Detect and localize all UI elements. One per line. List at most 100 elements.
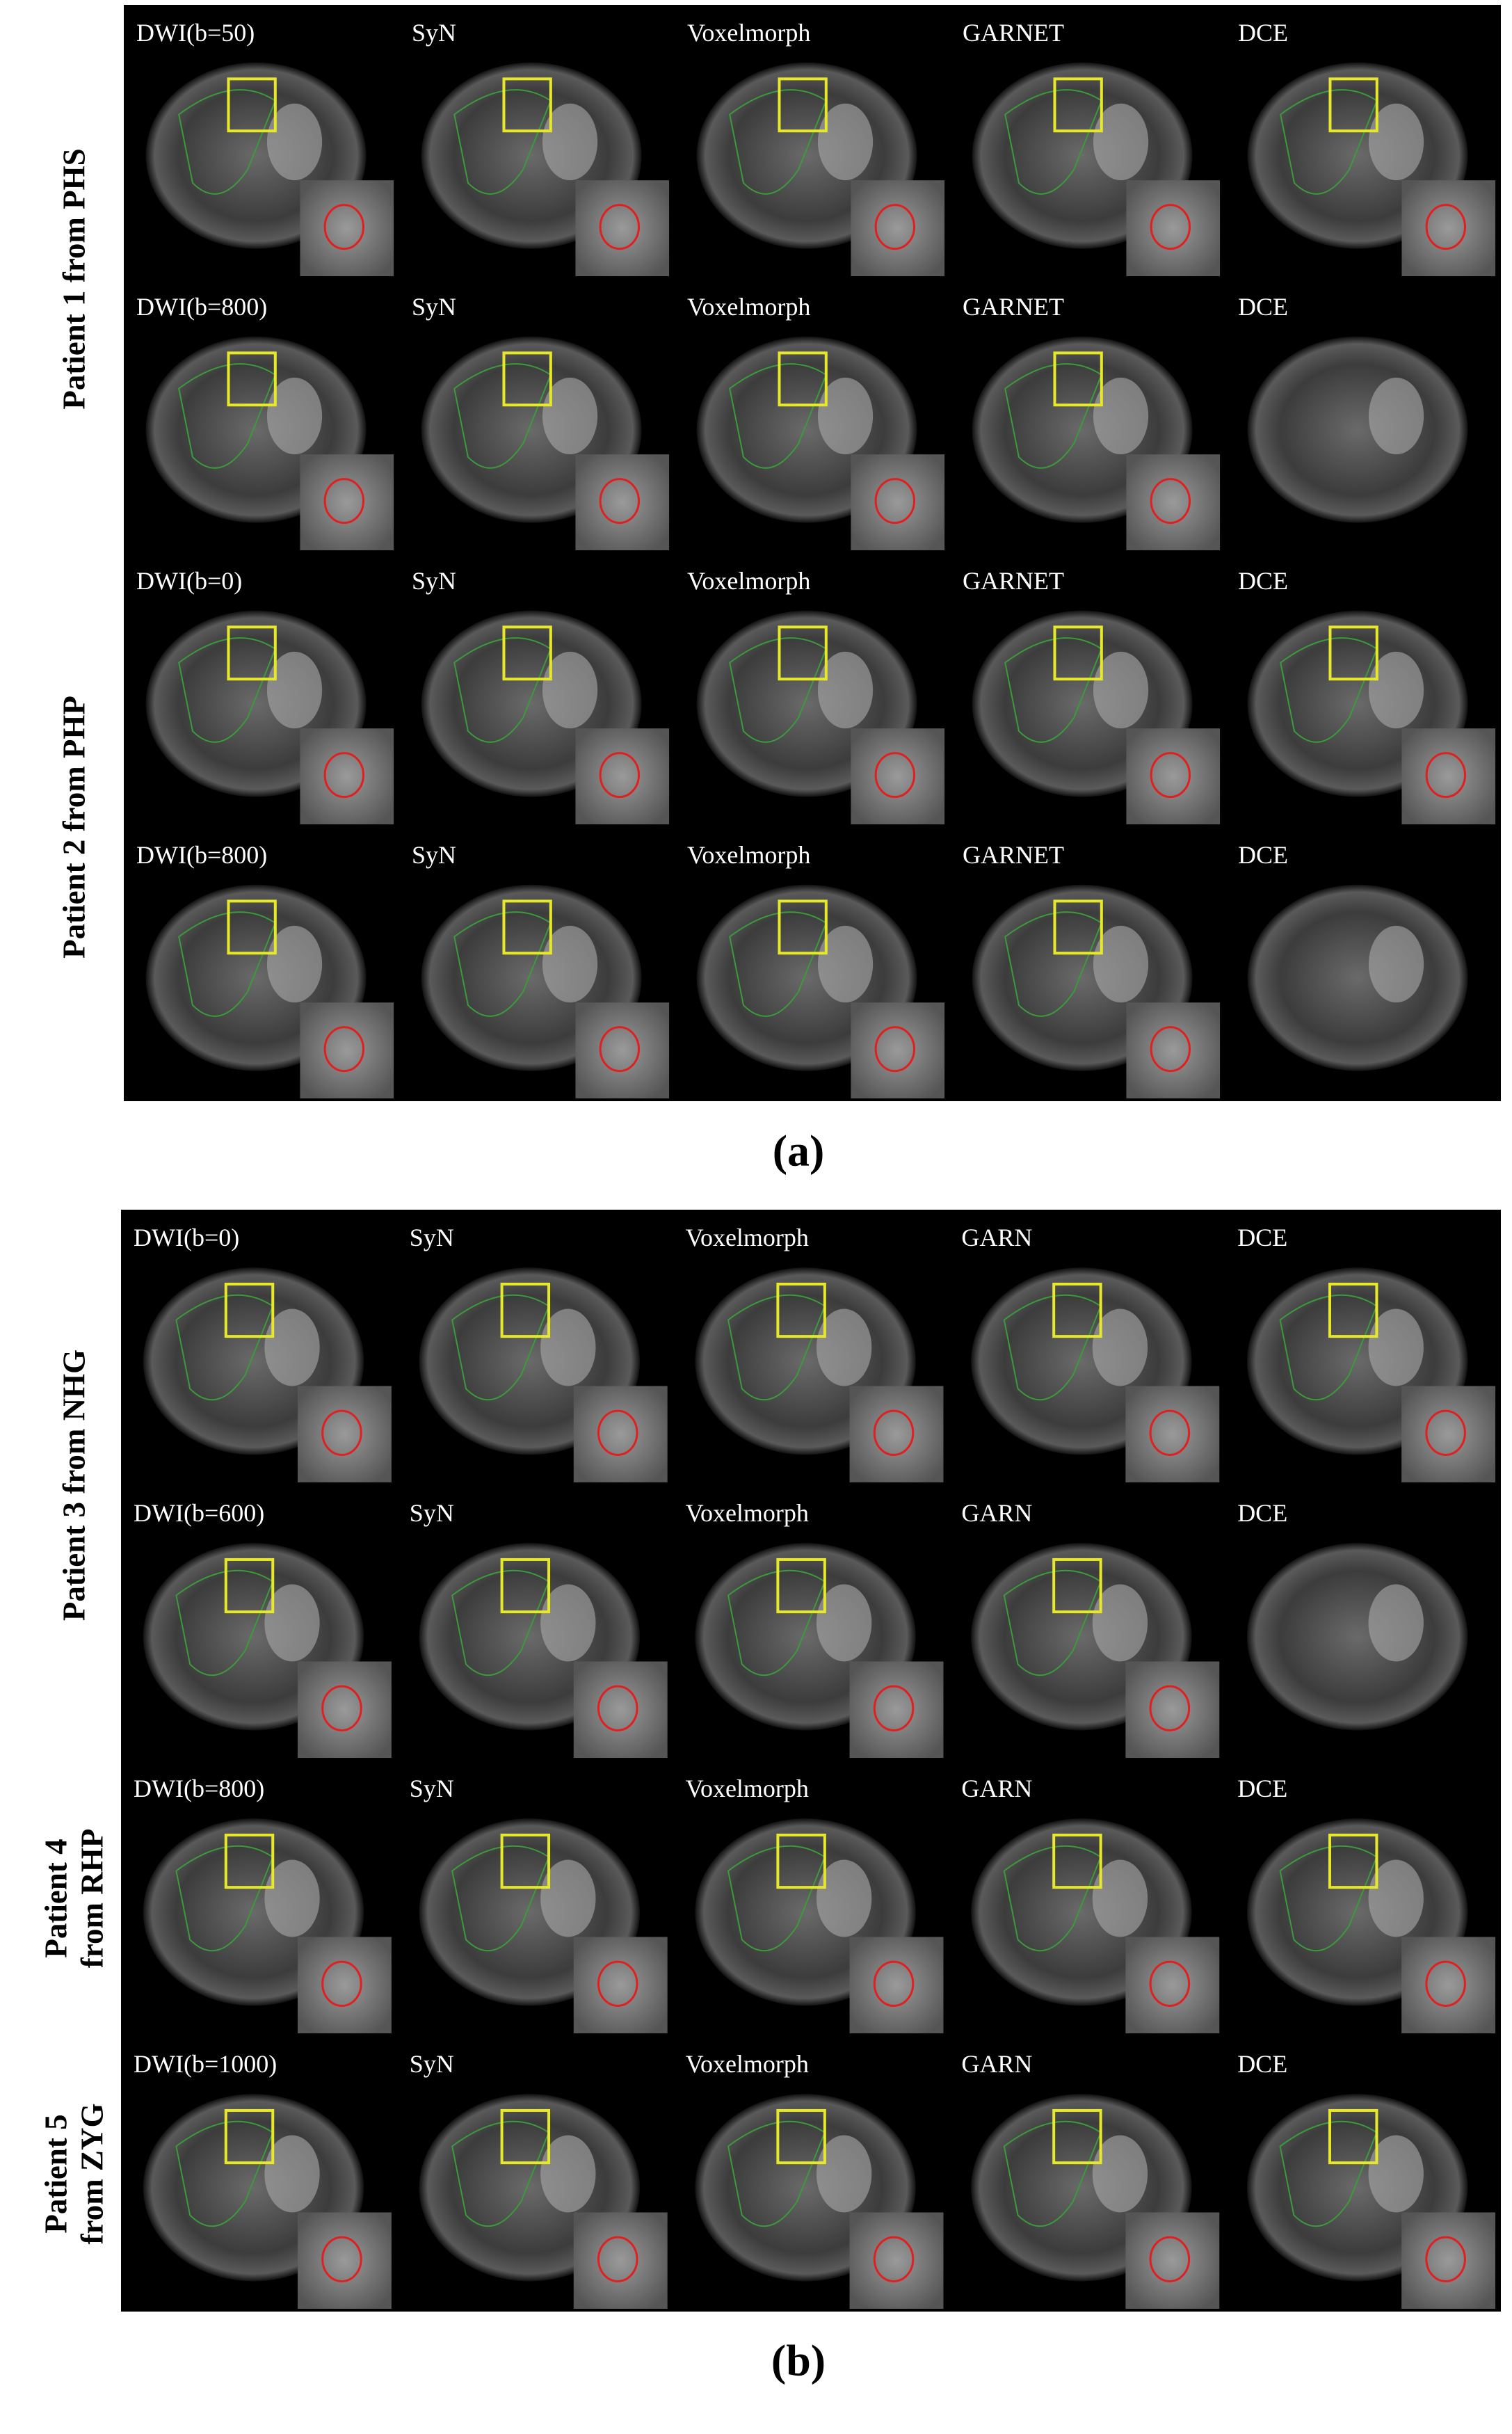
column-label: DCE	[1237, 2050, 1287, 2078]
organ	[1368, 1859, 1424, 1937]
mri-cell: DCE	[1238, 19, 1496, 277]
lesion-contour	[874, 478, 916, 525]
zoom-inset	[575, 1002, 670, 1099]
patient-label: from RHP	[74, 1829, 109, 1968]
column-label: DWI(b=0)	[136, 567, 242, 595]
zoom-inset	[300, 180, 394, 277]
mri-cell: SyN	[410, 1224, 668, 1483]
organ	[816, 1859, 872, 1937]
panel-label: (b)	[771, 2336, 826, 2385]
organ	[264, 1584, 320, 1662]
mri-cell: DWI(b=800)	[136, 293, 394, 551]
organ	[817, 651, 874, 729]
mri-cell: Voxelmorph	[686, 1775, 944, 2034]
column-label: SyN	[412, 19, 456, 47]
roi-box	[224, 2108, 275, 2165]
mri-cell: DCE	[1237, 1499, 1468, 1731]
lesion-contour	[873, 1685, 915, 1731]
column-label: GARNET	[963, 19, 1064, 47]
panel-label: (a)	[773, 1126, 825, 1176]
mri-cell: GARN	[961, 1499, 1220, 1759]
lesion-contour	[597, 2236, 638, 2282]
abdomen	[1247, 336, 1468, 523]
organ	[264, 2135, 320, 2213]
lesion-contour	[321, 1409, 362, 1456]
column-label: DWI(b=0)	[134, 1224, 239, 1251]
organ	[542, 925, 598, 1003]
zoom-inset	[1126, 180, 1221, 277]
organ	[816, 1584, 872, 1662]
zoom-inset	[297, 2212, 392, 2309]
roi-box	[1328, 625, 1378, 681]
abdomen	[1246, 1543, 1468, 1731]
roi-box	[1328, 2108, 1378, 2165]
roi-box	[778, 899, 828, 955]
roi-box	[227, 625, 277, 681]
organ	[1092, 1584, 1148, 1662]
roi-box	[776, 2108, 826, 2165]
lesion-contour	[873, 2236, 915, 2282]
lesion-contour	[1150, 478, 1191, 525]
mri-cell: SyN	[412, 293, 670, 551]
mri-cell: GARN	[961, 2050, 1220, 2309]
column-label: DCE	[1237, 1499, 1287, 1527]
column-label: GARNET	[963, 293, 1064, 321]
mri-cell: DCE	[1237, 1224, 1496, 1483]
mri-cell: SyN	[412, 841, 670, 1099]
lesion-contour	[599, 478, 641, 525]
lesion-contour	[323, 204, 365, 250]
mri-cell: Voxelmorph	[686, 2050, 944, 2309]
zoom-inset	[573, 2212, 668, 2309]
zoom-inset	[297, 1937, 392, 2034]
lesion-contour	[1150, 752, 1191, 799]
zoom-inset	[1125, 1386, 1220, 1483]
lesion-contour	[323, 752, 365, 799]
mri-cell: GARNET	[963, 841, 1221, 1099]
organ	[817, 377, 874, 455]
organ	[266, 925, 323, 1003]
column-label: SyN	[412, 293, 456, 321]
roi-box	[227, 77, 277, 133]
mri-cell: SyN	[412, 567, 670, 825]
zoom-inset	[300, 728, 394, 825]
organ	[540, 1308, 596, 1386]
column-label: DCE	[1238, 841, 1288, 869]
roi-box	[778, 351, 828, 407]
roi-box	[1328, 1282, 1378, 1338]
lesion-contour	[323, 1026, 365, 1073]
column-label: DWI(b=50)	[136, 19, 255, 47]
lesion-contour	[1425, 1409, 1466, 1456]
roi-box	[227, 899, 277, 955]
column-label: DCE	[1237, 1775, 1287, 1802]
zoom-inset	[1401, 1937, 1496, 2034]
lesion-contour	[599, 1026, 641, 1073]
zoom-inset	[851, 728, 945, 825]
patient-label: Patient 1 from PHS	[56, 148, 91, 409]
zoom-inset	[849, 1386, 944, 1483]
roi-box	[776, 1558, 826, 1614]
mri-cell: DWI(b=800)	[134, 1775, 392, 2034]
roi-box	[1052, 1282, 1102, 1338]
organ	[1368, 2135, 1424, 2213]
roi-box	[500, 1558, 551, 1614]
patient-label: Patient 2 from PHP	[56, 696, 91, 959]
organ	[1368, 103, 1424, 181]
zoom-inset	[1401, 1386, 1496, 1483]
mri-cell: SyN	[410, 1499, 668, 1759]
lesion-contour	[1149, 1960, 1191, 2007]
mri-cell: GARN	[961, 1224, 1220, 1483]
column-label: GARN	[961, 2050, 1032, 2078]
organ	[1093, 377, 1149, 455]
organ	[266, 103, 323, 181]
zoom-inset	[849, 1661, 944, 1759]
roi-box	[227, 351, 277, 407]
lesion-contour	[597, 1685, 638, 1731]
column-label: Voxelmorph	[687, 293, 810, 321]
organ	[264, 1308, 320, 1386]
roi-box	[776, 1282, 826, 1338]
organ	[542, 651, 598, 729]
mri-cell: DWI(b=0)	[136, 567, 394, 825]
column-label: SyN	[410, 2050, 454, 2078]
zoom-inset	[573, 1386, 668, 1483]
